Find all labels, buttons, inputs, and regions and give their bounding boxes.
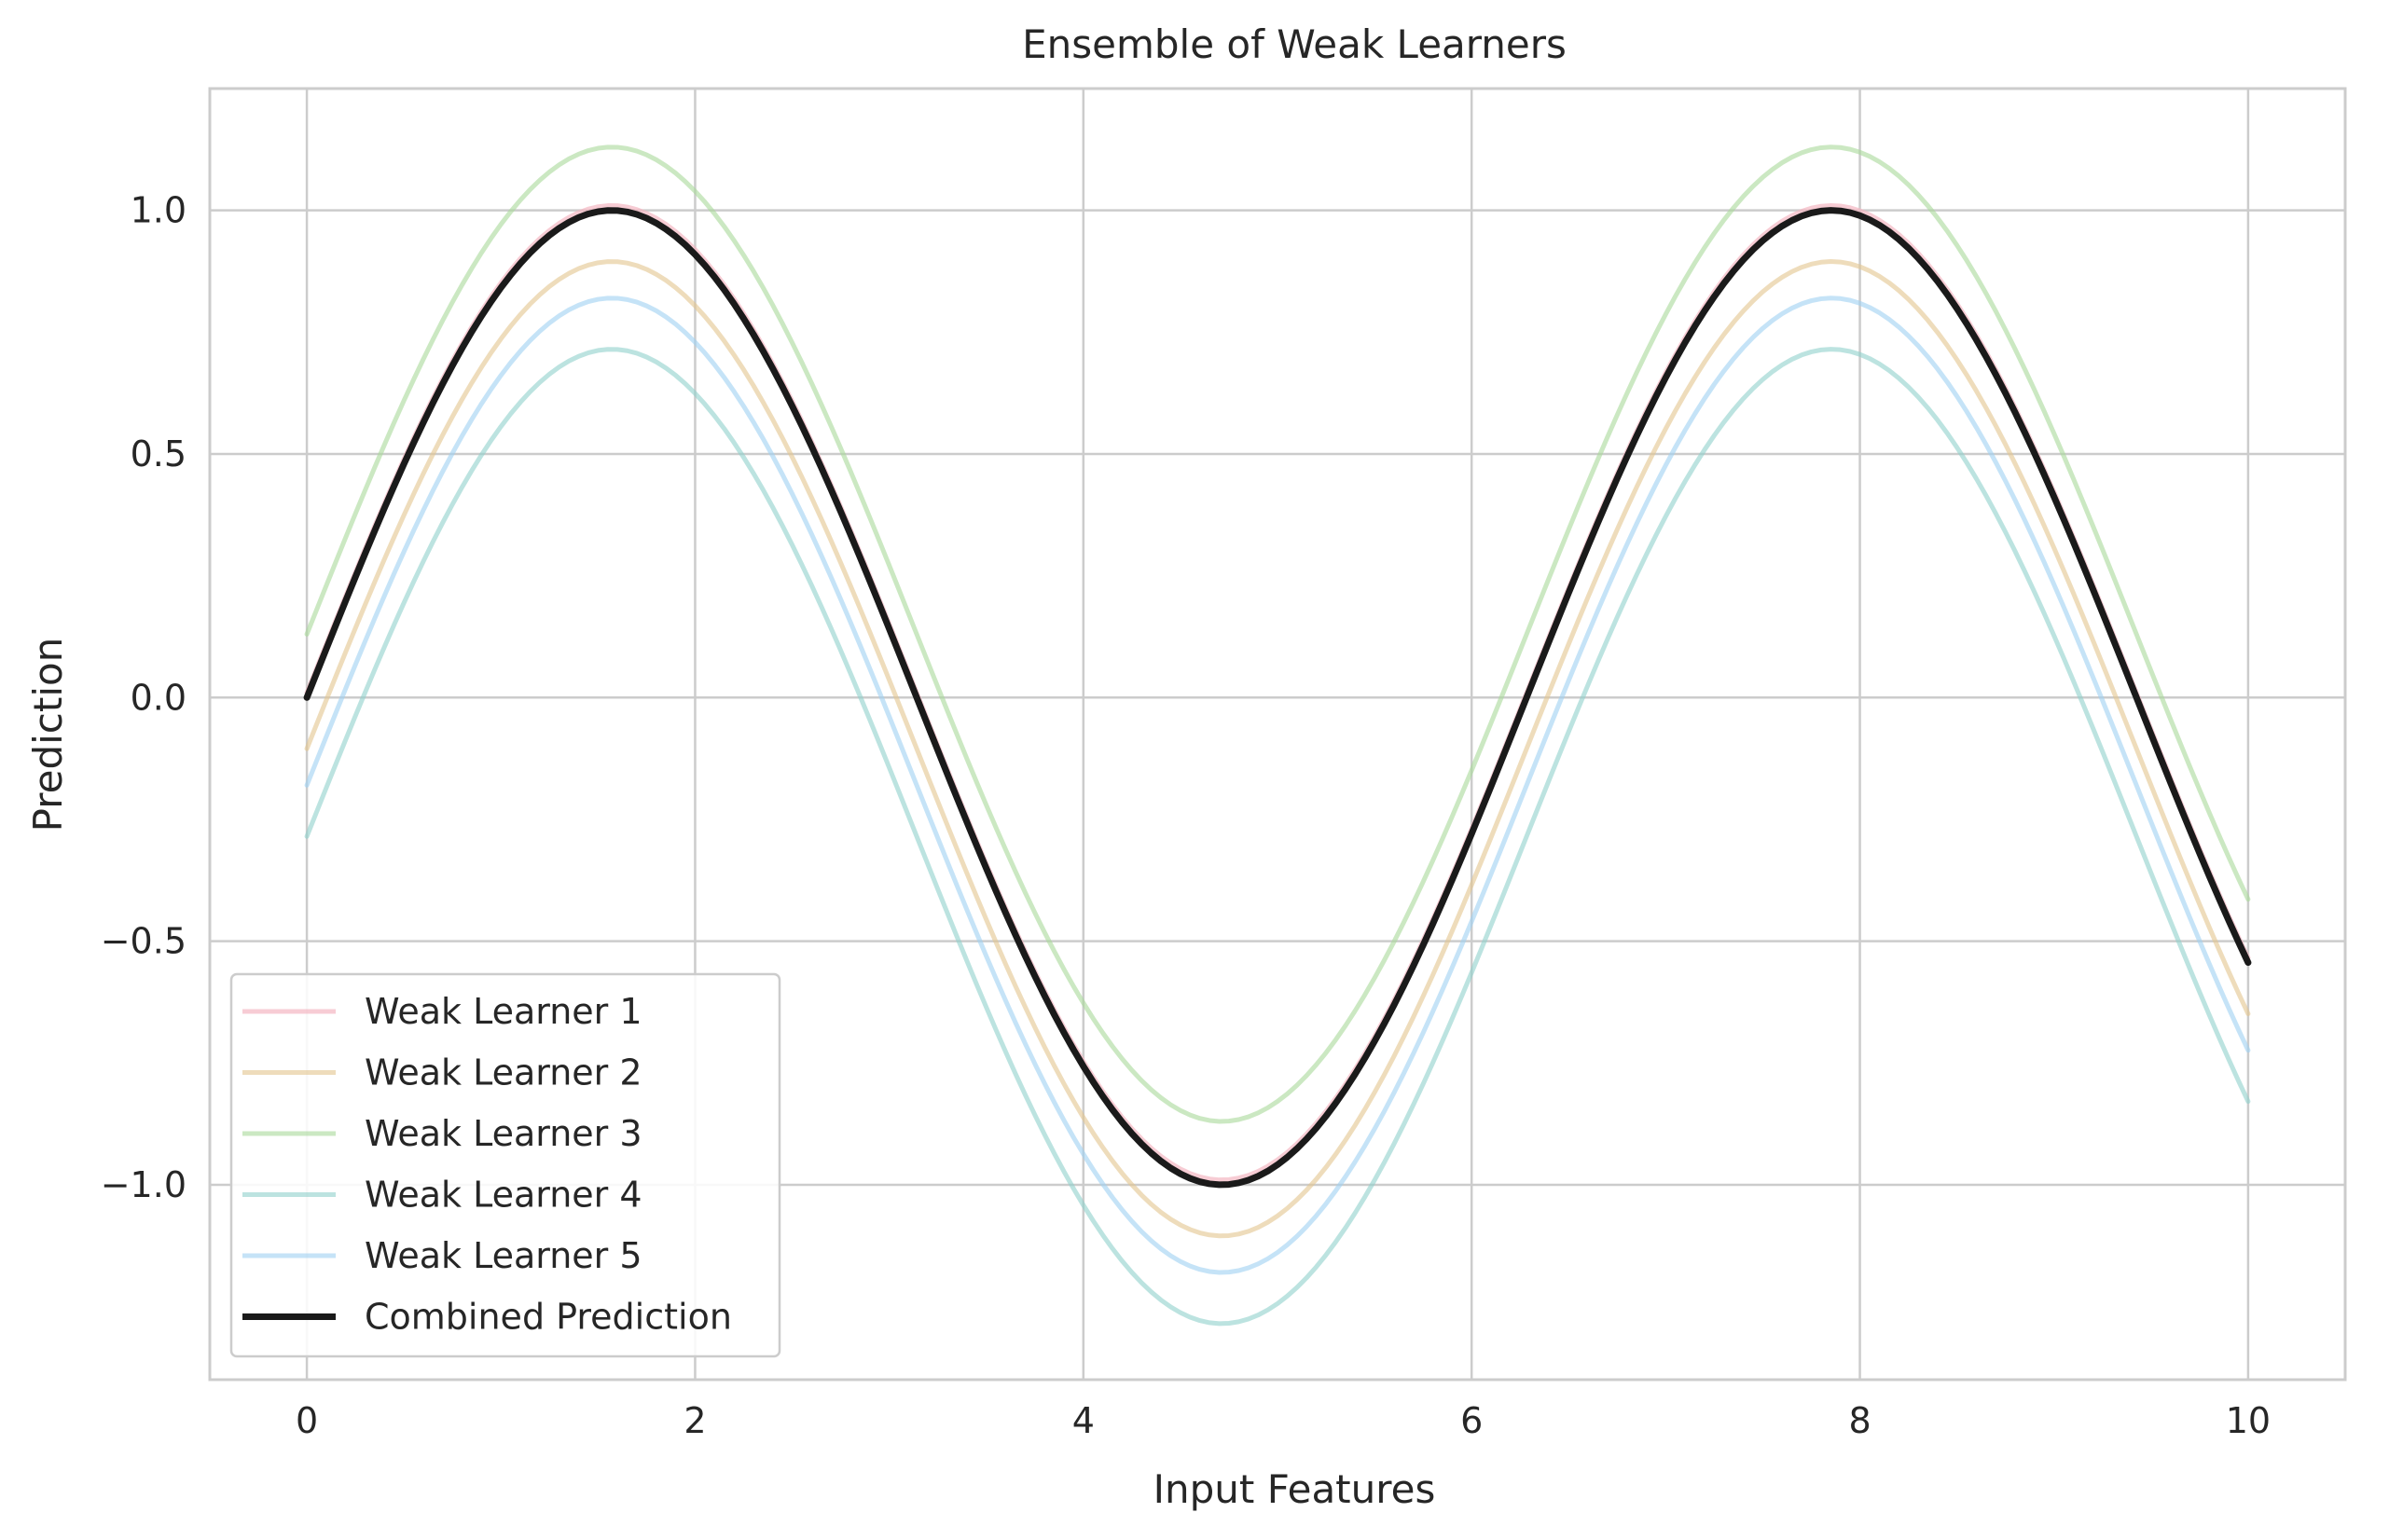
series-lines — [303, 144, 2252, 1327]
legend: Weak Learner 1 Weak Learner 2 Weak Learner… — [229, 972, 781, 1358]
x-tick-label: 4 — [1072, 1400, 1095, 1441]
y-axis-label: Prediction — [25, 638, 71, 832]
x-tick-labels: 0 2 4 6 8 10 — [296, 1400, 2271, 1441]
chart-title: Ensemble of Weak Learners — [1022, 21, 1567, 67]
x-tick-label: 10 — [2226, 1400, 2271, 1441]
x-tick-label: 0 — [296, 1400, 318, 1441]
y-tick-label: 0.0 — [131, 677, 186, 718]
plot-frame — [208, 87, 2347, 1382]
series-line-5 — [304, 296, 2251, 1275]
legend-box — [229, 972, 781, 1358]
x-tick-label: 6 — [1460, 1400, 1483, 1441]
legend-entry-4: Weak Learner 4 — [365, 1175, 642, 1216]
legend-entry-6: Combined Prediction — [365, 1297, 732, 1338]
series-line-6 — [303, 207, 2252, 1189]
x-axis-label: Input Features — [1153, 1466, 1436, 1512]
y-tick-label: −0.5 — [101, 921, 186, 962]
y-tick-label: −1.0 — [101, 1164, 186, 1205]
x-tick-label: 8 — [1848, 1400, 1871, 1441]
x-tick-label: 2 — [684, 1400, 706, 1441]
legend-entry-3: Weak Learner 3 — [365, 1113, 642, 1154]
series-line-3 — [304, 144, 2251, 1124]
series-line-4 — [304, 347, 2251, 1327]
y-tick-label: 0.5 — [131, 433, 186, 474]
legend-entry-1: Weak Learner 1 — [365, 991, 642, 1032]
series-line-2 — [304, 259, 2251, 1239]
y-tick-label: 1.0 — [131, 190, 186, 231]
y-tick-labels: −1.0 −0.5 0.0 0.5 1.0 — [101, 190, 186, 1205]
legend-entry-2: Weak Learner 2 — [365, 1052, 642, 1093]
legend-entry-5: Weak Learner 5 — [365, 1235, 642, 1276]
